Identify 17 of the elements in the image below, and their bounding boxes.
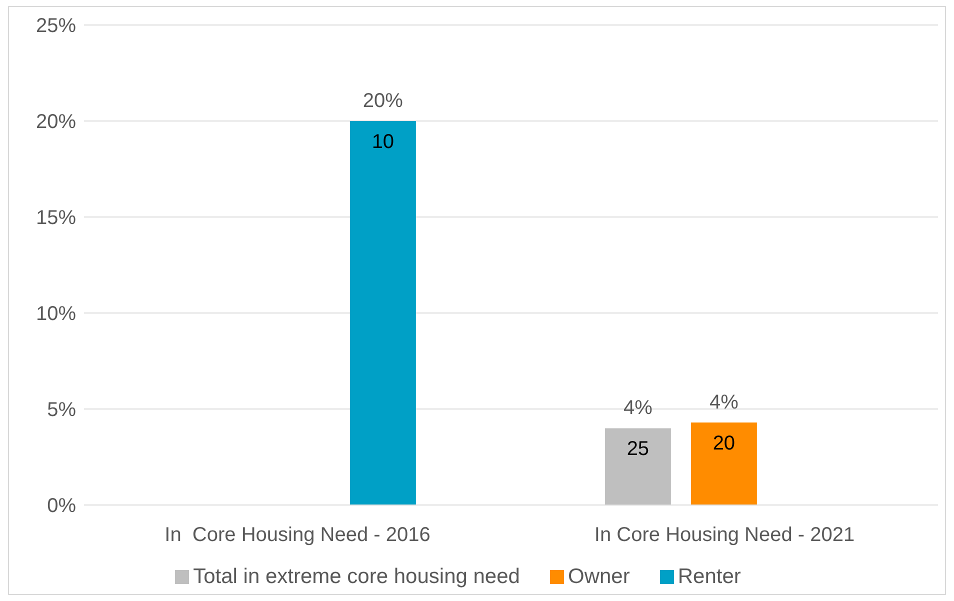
data-label: 4% <box>709 391 739 414</box>
data-label: 20% <box>362 90 404 112</box>
annotation: 10 <box>372 131 394 153</box>
legend-label: Owner <box>568 565 630 588</box>
x-tick-label: In Core Housing Need - 2021 <box>594 524 855 546</box>
legend-label: Renter <box>678 565 741 588</box>
y-tick-label: 25% <box>36 15 76 38</box>
y-tick-label: 20% <box>36 111 76 134</box>
legend-label: Total in extreme core housing need <box>193 565 520 588</box>
y-tick-label: 5% <box>47 399 76 422</box>
data-label: 4% <box>623 397 653 420</box>
y-tick-label: 15% <box>36 207 76 230</box>
annotation: 20 <box>712 432 736 454</box>
y-tick-label: 10% <box>36 303 76 326</box>
y-tick-label: 0% <box>47 495 76 518</box>
x-tick-label: In Core Housing Need - 2016 <box>164 524 430 546</box>
annotation: 25 <box>626 438 650 460</box>
